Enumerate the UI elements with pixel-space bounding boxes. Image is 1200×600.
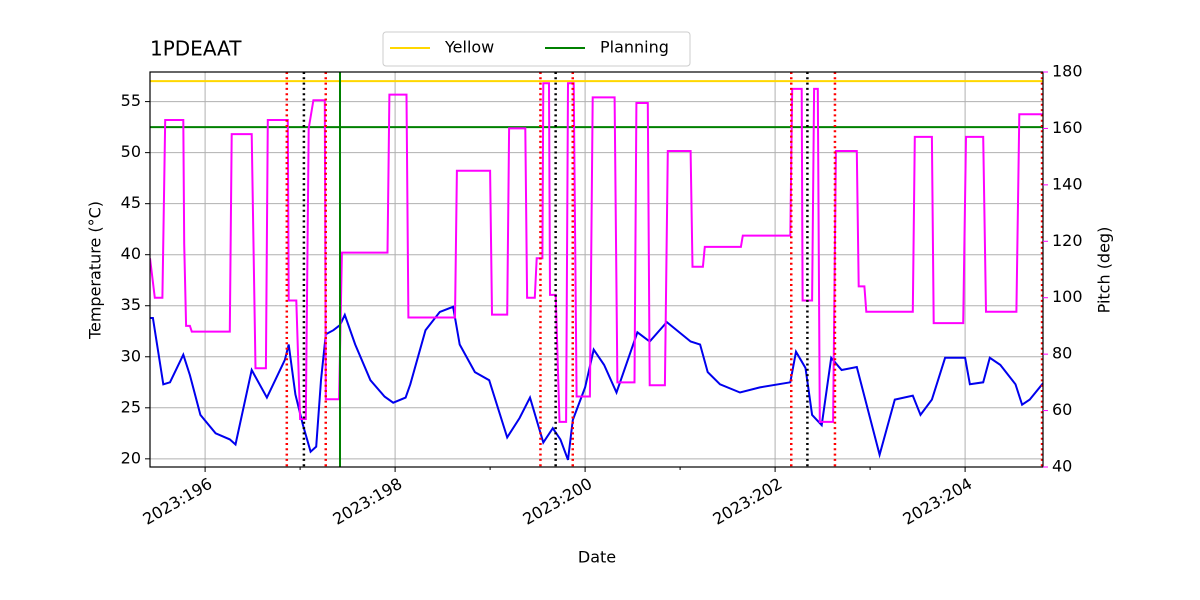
- y2-tick-label: 160: [1052, 118, 1083, 137]
- y2-tick-label: 80: [1052, 344, 1072, 363]
- y-tick-label: 20: [121, 448, 141, 467]
- data-line: [150, 305, 1043, 461]
- y-tick-label: 35: [121, 295, 141, 314]
- legend-label: Planning: [600, 38, 669, 57]
- plot-frame: [149, 71, 1044, 468]
- data-line: [150, 82, 1043, 423]
- x-tick-label: 2023:196: [139, 474, 215, 529]
- y2-tick-label: 140: [1052, 174, 1083, 193]
- y2-tick-label: 40: [1052, 457, 1072, 476]
- y2-axis-label: Pitch (deg): [1095, 227, 1114, 314]
- x-tick-label: 2023:204: [899, 474, 975, 529]
- chart-title: 1PDEAAT: [150, 37, 242, 61]
- x-tick-label: 2023:198: [329, 474, 405, 529]
- legend-label: Yellow: [444, 38, 494, 57]
- x-tick-label: 2023:200: [519, 474, 595, 529]
- legend: [382, 31, 691, 67]
- y2-tick-label: 180: [1052, 62, 1083, 81]
- x-axis-label: Date: [578, 548, 616, 567]
- y2-tick-label: 120: [1052, 231, 1083, 250]
- y-axis-label: Temperature (°C): [86, 201, 105, 340]
- x-tick-label: 2023:202: [709, 474, 785, 529]
- y-tick-label: 40: [121, 244, 141, 263]
- y2-tick-label: 100: [1052, 287, 1083, 306]
- y-tick-label: 55: [121, 91, 141, 110]
- y-tick-label: 30: [121, 346, 141, 365]
- y-tick-label: 50: [121, 142, 141, 161]
- y-tick-label: 25: [121, 397, 141, 416]
- y2-tick-label: 60: [1052, 400, 1072, 419]
- y-tick-label: 45: [121, 193, 141, 212]
